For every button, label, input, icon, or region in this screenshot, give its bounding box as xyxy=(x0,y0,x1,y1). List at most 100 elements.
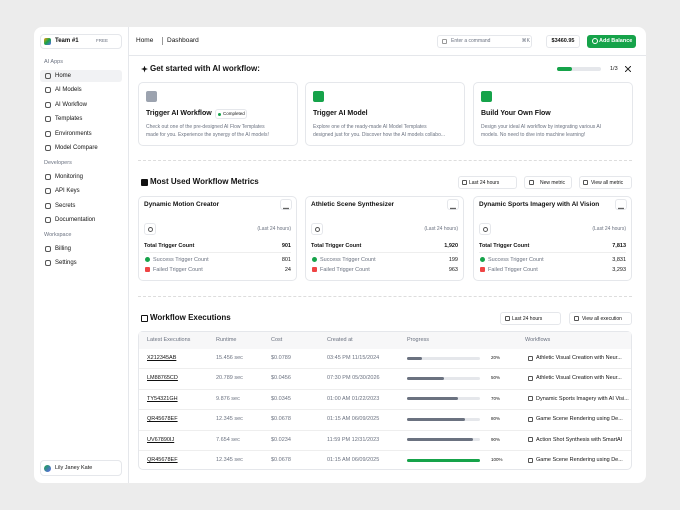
row-divider xyxy=(139,450,631,451)
execution-id[interactable]: TY54321GH xyxy=(147,395,178,402)
total-label: Total Trigger Count xyxy=(479,243,530,249)
icon xyxy=(45,173,51,180)
nav-item[interactable]: Home xyxy=(55,73,72,79)
nav-item[interactable]: Environments xyxy=(55,130,92,137)
start-card[interactable] xyxy=(138,82,298,146)
nav-item[interactable]: Billing xyxy=(55,246,72,252)
metric-icon xyxy=(311,223,323,235)
workflow: Game Scene Rendering using De... xyxy=(536,457,623,463)
start-card[interactable] xyxy=(473,82,633,146)
nav-item[interactable]: Model Compare xyxy=(55,145,98,151)
execution-id[interactable]: X212345AB xyxy=(147,355,177,361)
failed-label: Failed Trigger Count xyxy=(153,266,203,273)
progress-label: 90% xyxy=(491,436,501,442)
icon xyxy=(44,37,51,45)
window xyxy=(34,27,646,483)
plan-badge: FREE xyxy=(96,38,109,43)
icon xyxy=(528,416,533,422)
row-divider xyxy=(139,388,631,390)
success-dot xyxy=(312,257,317,262)
icon xyxy=(45,87,51,94)
created-at: 11:59 PM 12/31/2023 xyxy=(327,436,380,443)
start-card[interactable] xyxy=(305,82,465,146)
failed-value: 24 xyxy=(284,266,291,273)
nav-item[interactable]: API Keys xyxy=(55,188,80,195)
icon xyxy=(592,38,598,44)
user-box[interactable] xyxy=(40,460,122,476)
metric-icon xyxy=(144,223,156,235)
nav-item[interactable]: AI Workflow xyxy=(55,101,87,108)
workflow: Athletic Visual Creation with Neur... xyxy=(536,375,622,382)
badge-text: Completed xyxy=(223,111,245,116)
icon xyxy=(574,316,579,321)
workflow: Game Scene Rendering using De... xyxy=(536,416,623,423)
close-x[interactable] xyxy=(625,66,631,72)
button[interactable] xyxy=(546,35,580,48)
icon xyxy=(313,90,324,102)
metric-card xyxy=(473,196,632,281)
column-header: Latest Executions xyxy=(147,337,191,343)
icon xyxy=(44,464,51,472)
button[interactable] xyxy=(569,312,632,325)
button[interactable] xyxy=(280,199,292,210)
icon xyxy=(442,38,447,44)
icon xyxy=(529,180,534,185)
runtime: 12.345 sec xyxy=(216,457,243,463)
add-balance[interactable] xyxy=(587,35,636,48)
icon xyxy=(141,314,148,322)
button[interactable] xyxy=(579,176,632,189)
icon xyxy=(462,180,467,185)
breadcrumb: Dashboard xyxy=(167,37,199,44)
team-switcher[interactable] xyxy=(40,34,122,49)
execution-id[interactable]: LM88765CD xyxy=(147,375,178,382)
column-header: Workflows xyxy=(525,337,551,343)
button[interactable] xyxy=(458,176,517,189)
progress-track xyxy=(557,67,601,71)
nav-item[interactable]: Monitoring xyxy=(55,173,84,180)
workflow: Dynamic Sports Imagery with AI Visi... xyxy=(536,395,629,402)
total-label: Total Trigger Count xyxy=(311,243,362,249)
icon xyxy=(45,145,51,151)
total-value: 1,920 xyxy=(444,243,458,249)
button[interactable] xyxy=(500,312,561,325)
card-title: Trigger AI Model xyxy=(313,110,368,117)
period: (Last 24 hours) xyxy=(592,226,626,232)
nav-item[interactable]: Templates xyxy=(55,116,83,123)
button[interactable] xyxy=(524,176,572,189)
icon xyxy=(45,73,51,79)
table-header xyxy=(139,332,631,349)
period: (Last 24 hours) xyxy=(424,226,458,232)
cost: $0.0345 xyxy=(271,395,291,402)
progress-track xyxy=(407,376,480,380)
button-label: View all metric xyxy=(591,179,624,186)
execution-id[interactable]: UV67890IJ xyxy=(147,436,175,443)
metric-name: Dynamic Sports Imagery with AI Vision xyxy=(479,201,600,208)
total-value: 7,813 xyxy=(612,243,626,249)
success-dot xyxy=(480,257,485,262)
execution-id[interactable]: QR45678EF xyxy=(147,457,178,463)
icon xyxy=(481,90,492,102)
runtime: 15.456 sec xyxy=(216,355,243,361)
total-value: 901 xyxy=(281,243,291,249)
execution-id[interactable]: QR45678EF xyxy=(147,416,178,423)
search[interactable] xyxy=(437,35,532,48)
nav-item[interactable]: Secrets xyxy=(55,202,76,209)
nav-item[interactable]: AI Models xyxy=(55,87,82,94)
button[interactable] xyxy=(447,199,459,210)
icon xyxy=(45,101,51,108)
section-label: Workspace xyxy=(44,232,72,238)
runtime: 12.345 sec xyxy=(216,416,243,423)
period: (Last 24 hours) xyxy=(257,226,291,232)
button-label: New metric xyxy=(540,179,566,186)
progress-label: 50% xyxy=(491,375,501,381)
breadcrumb[interactable]: Home xyxy=(136,37,154,44)
button[interactable] xyxy=(615,199,627,210)
progress-label: 20% xyxy=(491,355,501,360)
icon xyxy=(528,457,533,463)
nav-item[interactable]: Documentation xyxy=(55,217,96,224)
filter: Last 24 hours xyxy=(469,179,500,186)
row-divider xyxy=(139,429,631,431)
icon xyxy=(583,180,588,185)
nav-item[interactable]: Settings xyxy=(55,260,77,267)
icon xyxy=(45,116,51,123)
